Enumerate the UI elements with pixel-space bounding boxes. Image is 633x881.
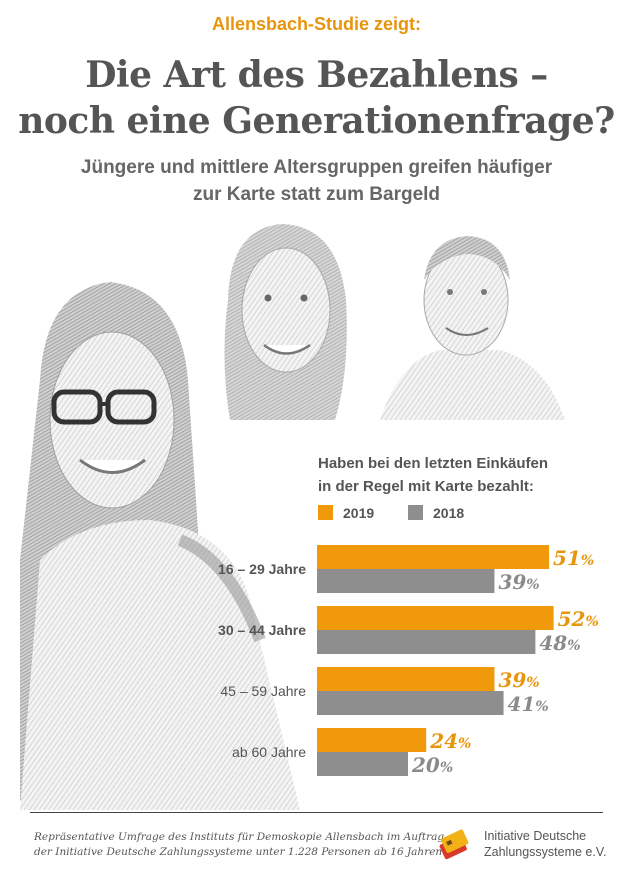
kicker-headline: Allensbach-Studie zeigt:	[211, 14, 422, 34]
organization-name: Initiative Deutsche Zahlungssysteme e.V.	[484, 828, 607, 860]
legend-swatch-2018	[408, 505, 423, 520]
people-sketch-illustration	[20, 224, 565, 810]
title-line-2: noch eine Generationenfrage?	[18, 100, 615, 142]
older-man-portrait	[380, 236, 565, 420]
legend-label-2018: 2018	[433, 505, 465, 521]
legend-swatch-2019	[318, 505, 333, 520]
page-title: Die Art des Bezahlens – noch eine Genera…	[0, 52, 633, 144]
source-line-2: der Initiative Deutsche Zahlungssysteme …	[34, 846, 443, 858]
woman-portrait	[224, 224, 347, 420]
source-line-1: Repräsentative Umfrage des Instituts für…	[34, 831, 445, 843]
title-line-1: Die Art des Bezahlens –	[85, 54, 548, 96]
subtitle-line-1: Jüngere und mittlere Altersgruppen greif…	[80, 157, 553, 178]
source-note: Repräsentative Umfrage des Instituts für…	[34, 830, 444, 860]
legend-item-2018: 2018	[408, 505, 464, 521]
chart-title-line-1: Haben bei den letzten Einkäufen	[318, 455, 549, 472]
footer-divider	[30, 812, 603, 813]
org-line-2: Zahlungssysteme e.V.	[484, 845, 607, 859]
cards-logo-icon	[439, 829, 469, 860]
legend-label-2019: 2019	[343, 505, 375, 521]
subtitle-line-2: zur Karte statt zum Bargeld	[192, 184, 441, 205]
subtitle: Jüngere und mittlere Altersgruppen greif…	[0, 154, 633, 208]
chart-title-line-2: in der Regel mit Karte bezahlt:	[318, 478, 534, 495]
org-line-1: Initiative Deutsche	[484, 829, 587, 843]
chart-title: Haben bei den letzten Einkäufen in der R…	[318, 452, 548, 498]
legend-item-2019: 2019	[318, 505, 374, 521]
young-woman-portrait	[20, 282, 300, 810]
